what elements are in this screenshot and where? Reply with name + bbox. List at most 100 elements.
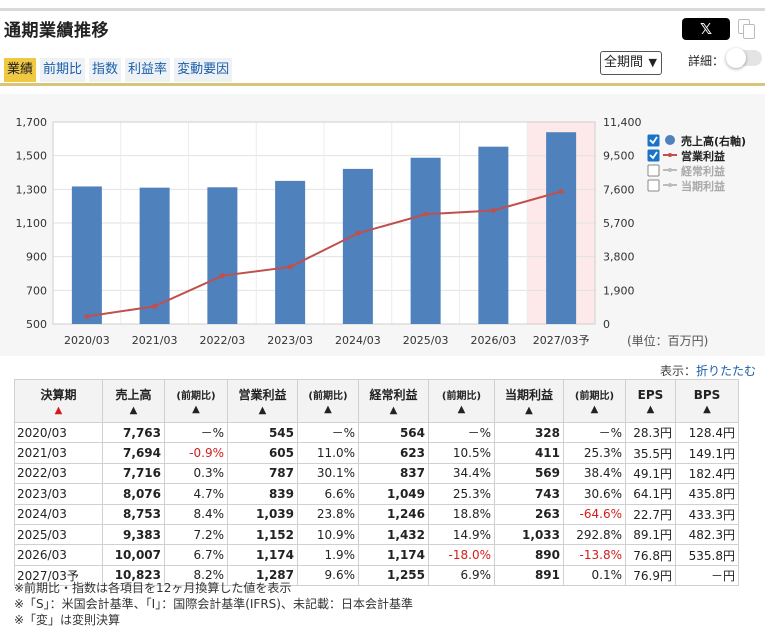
tab-yoy[interactable]: 前期比 [40, 58, 86, 82]
x-share-button[interactable]: 𝕏 [682, 18, 730, 40]
operating-profit-point [287, 264, 293, 270]
tab-underline [0, 83, 765, 86]
revenue-bar [71, 186, 102, 324]
column-header-label: 営業利益 [238, 388, 287, 402]
copy-icon[interactable] [736, 17, 758, 41]
column-header-label: 経常利益 [369, 388, 418, 402]
table-cell: 8,753 [102, 503, 165, 525]
table-cell: 2021/03 [14, 442, 103, 464]
legend-checkbox[interactable] [647, 164, 660, 177]
top-divider [0, 8, 765, 11]
table-cell: 1,039 [227, 503, 298, 525]
table-cell: 0.1% [563, 564, 626, 587]
table-cell: 743 [494, 483, 564, 505]
table-cell: 76.8円 [625, 544, 676, 566]
sort-arrow-icon[interactable]: ▲ [457, 404, 466, 415]
column-header[interactable]: 営業利益 ▲ [227, 379, 298, 423]
table-cell: 1,174 [358, 544, 429, 566]
left-tick-label: 1,700 [16, 116, 48, 129]
table-cell: 433.3円 [675, 503, 739, 525]
x-tick-label: 2021/03 [132, 334, 178, 347]
sort-arrow-icon[interactable]: ▲ [389, 405, 398, 416]
table-cell: -18.0% [428, 544, 495, 566]
table-cell: 8.4% [164, 503, 228, 525]
sort-arrow-icon[interactable]: ▲ [324, 404, 332, 415]
left-tick-label: 900 [26, 251, 47, 264]
period-select-value: 全期間 [604, 55, 644, 70]
table-cell: 6.6% [297, 483, 359, 505]
column-header[interactable]: 決算期 ▲ [14, 379, 103, 423]
tab-margin[interactable]: 利益率 [125, 58, 171, 82]
table-cell: 28.3円 [625, 421, 676, 444]
sort-arrow-icon[interactable]: ▲ [192, 404, 200, 415]
table-cell: 4.7% [164, 483, 228, 505]
legend-checkbox[interactable] [647, 179, 660, 192]
note-1: ※前期比・指数は各項目を12ヶ月換算した値を表示 [14, 581, 292, 595]
column-header[interactable]: BPS ▲ [675, 379, 739, 423]
table-cell: 35.5円 [625, 442, 676, 464]
x-tick-label: 2025/03 [403, 334, 449, 347]
sort-arrow-icon[interactable]: ▲ [703, 403, 711, 415]
check-icon [649, 151, 658, 160]
period-select[interactable]: 全期間 ▼ [600, 51, 662, 75]
sort-arrow-icon[interactable]: ▲ [129, 405, 138, 416]
right-tick-label: 9,500 [603, 150, 635, 163]
operating-profit-point [219, 273, 225, 279]
table-cell: 18.8% [428, 503, 495, 525]
left-tick-label: 1,500 [16, 150, 48, 163]
revenue-bar [342, 168, 373, 324]
table-cell: 1.9% [297, 544, 359, 566]
x-tick-label: 2026/03 [471, 334, 517, 347]
table-row: 2026/03 10,007 6.7% 1,174 1.9% 1,174 -18.0% 890… [14, 544, 739, 566]
table-cell: 2024/03 [14, 503, 103, 525]
table-cell: 328 [494, 421, 564, 444]
column-header[interactable]: EPS ▲ [625, 379, 676, 423]
column-header[interactable]: (前期比) ▲ [428, 379, 495, 423]
sort-arrow-icon[interactable]: ▲ [525, 405, 533, 416]
column-header-label: (前期比) [176, 391, 216, 402]
table-cell: 839 [227, 483, 298, 505]
column-header[interactable]: 当期利益 ▲ [494, 379, 564, 423]
table-cell: 411 [494, 442, 564, 464]
tab-index[interactable]: 指数 [89, 58, 122, 82]
right-tick-label: 5,700 [603, 217, 635, 230]
detail-toggle[interactable] [726, 48, 762, 68]
sort-arrow-icon[interactable]: ▲ [54, 405, 63, 416]
legend-swatch [665, 135, 675, 145]
table-row: 2027/03予 10,823 8.2% 1,287 9.6% 1,255 6.9% 891 0… [14, 564, 739, 587]
column-header[interactable]: 経常利益 ▲ [358, 379, 429, 423]
sort-arrow-icon[interactable]: ▲ [590, 404, 599, 415]
sort-arrow-icon[interactable]: ▲ [646, 403, 655, 415]
table-cell: 564 [358, 421, 429, 444]
legend-swatch-dot [668, 183, 672, 187]
revenue-bar [410, 157, 441, 324]
collapse-link[interactable]: 折りたたむ [696, 364, 757, 378]
table-cell: 49.1円 [625, 462, 676, 485]
x-tick-label: 2024/03 [335, 334, 381, 347]
table-cell: 64.1円 [625, 483, 676, 505]
table-cell: 482.3円 [675, 523, 739, 546]
column-header-label: BPS [693, 387, 721, 402]
revenue-bar [139, 187, 170, 324]
table-cell: 623 [358, 442, 429, 464]
table-cell: 1,033 [494, 523, 564, 546]
column-header[interactable]: (前期比) ▲ [297, 379, 359, 423]
unit-label: (単位：百万円) [627, 334, 709, 348]
table-cell: 292.8% [563, 523, 626, 546]
tab-results[interactable]: 業績 [4, 58, 37, 82]
column-header[interactable]: (前期比) ▲ [563, 379, 626, 423]
table-cell: 8,076 [102, 483, 165, 505]
table-cell: －% [297, 421, 359, 444]
display-label: 表示： [660, 364, 697, 378]
tab-factors[interactable]: 変動要因 [174, 58, 233, 82]
left-tick-label: 700 [26, 284, 47, 297]
table-row: 2025/03 9,383 7.2% 1,152 10.9% 1,432 14.9% 1,03… [14, 523, 739, 546]
right-tick-label: 1,900 [603, 284, 635, 297]
x-tick-label: 2022/03 [200, 334, 246, 347]
table-cell: 22.7円 [625, 503, 676, 525]
note-2: ※「S」：米国会計基準、「I」：国際会計基準(IFRS)、未記載：日本会計基準 [14, 597, 413, 611]
column-header[interactable]: (前期比) ▲ [164, 379, 228, 423]
column-header[interactable]: 売上高 ▲ [102, 379, 165, 423]
sort-arrow-icon[interactable]: ▲ [258, 405, 267, 416]
table-cell: 837 [358, 462, 429, 485]
